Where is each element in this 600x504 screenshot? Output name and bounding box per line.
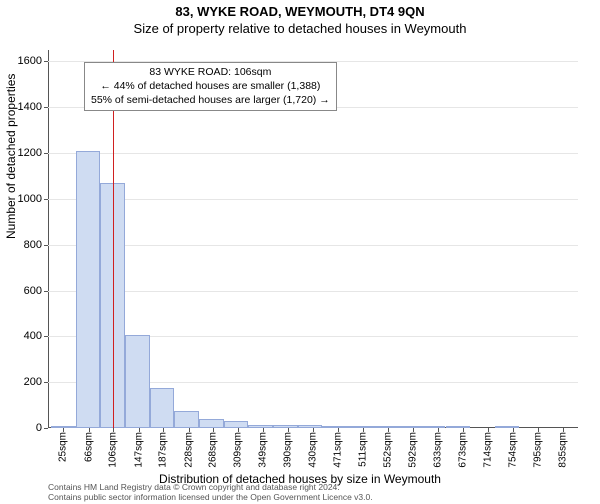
x-tick-label: 471sqm [333,432,344,468]
page-title-line2: Size of property relative to detached ho… [0,21,600,36]
y-tick-mark [44,107,48,108]
x-tick-label: 309sqm [233,432,244,468]
x-tick-label: 673sqm [457,432,468,468]
y-tick-label: 200 [2,376,42,388]
histogram-bar [446,426,471,428]
x-tick-label: 187sqm [158,432,169,468]
plot-region: 0200400600800100012001400160025sqm66sqm1… [48,50,578,428]
histogram-bar [347,426,372,428]
histogram-bar [322,426,347,428]
histogram-bar [174,411,199,428]
histogram-bar [199,419,224,428]
page-title-line1: 83, WYKE ROAD, WEYMOUTH, DT4 9QN [0,4,600,19]
x-tick-label: 25sqm [58,432,69,462]
histogram-bar [495,426,520,428]
y-tick-label: 1200 [2,147,42,159]
x-tick-label: 349sqm [258,432,269,468]
y-tick-label: 0 [2,422,42,434]
y-tick-label: 600 [2,285,42,297]
y-tick-mark [44,336,48,337]
x-tick-label: 754sqm [507,432,518,468]
histogram-bar [125,335,150,428]
x-tick-label: 147sqm [133,432,144,468]
x-tick-label: 430sqm [308,432,319,468]
histogram-bar [150,388,175,428]
annotation-line: ← 44% of detached houses are smaller (1,… [91,79,330,93]
y-tick-mark [44,291,48,292]
gridline [48,199,578,200]
x-tick-label: 228sqm [183,432,194,468]
y-tick-label: 800 [2,239,42,251]
gridline [48,245,578,246]
footnote-line2: Contains public sector information licen… [48,492,373,502]
annotation-line: 83 WYKE ROAD: 106sqm [91,65,330,79]
footnote-line1: Contains HM Land Registry data © Crown c… [48,482,373,492]
y-tick-mark [44,245,48,246]
histogram-bar [421,426,446,428]
y-tick-label: 1400 [2,101,42,113]
gridline [48,291,578,292]
y-tick-mark [44,61,48,62]
x-tick-label: 835sqm [557,432,568,468]
histogram-bar [298,425,323,428]
histogram-bar [396,426,421,428]
y-tick-mark [44,382,48,383]
x-tick-label: 390sqm [283,432,294,468]
x-tick-label: 633sqm [433,432,444,468]
x-tick-label: 795sqm [532,432,543,468]
x-tick-label: 552sqm [383,432,394,468]
y-tick-mark [44,428,48,429]
y-tick-mark [44,199,48,200]
x-tick-label: 592sqm [407,432,418,468]
chart-area: 0200400600800100012001400160025sqm66sqm1… [48,50,578,428]
y-tick-label: 1000 [2,193,42,205]
histogram-bar [224,421,249,428]
y-tick-mark [44,153,48,154]
annotation-line: 55% of semi-detached houses are larger (… [91,93,330,107]
histogram-bar [372,426,397,428]
footnote: Contains HM Land Registry data © Crown c… [48,482,373,502]
histogram-bar [76,151,101,428]
x-tick-label: 106sqm [108,432,119,468]
annotation-box: 83 WYKE ROAD: 106sqm← 44% of detached ho… [84,62,337,111]
y-tick-label: 1600 [2,55,42,67]
x-tick-label: 511sqm [357,432,368,467]
histogram-bar [248,425,273,428]
x-tick-label: 66sqm [83,432,94,462]
y-tick-label: 400 [2,330,42,342]
histogram-bar [273,425,298,428]
gridline [48,153,578,154]
x-tick-label: 714sqm [483,432,494,468]
x-tick-label: 268sqm [208,432,219,468]
